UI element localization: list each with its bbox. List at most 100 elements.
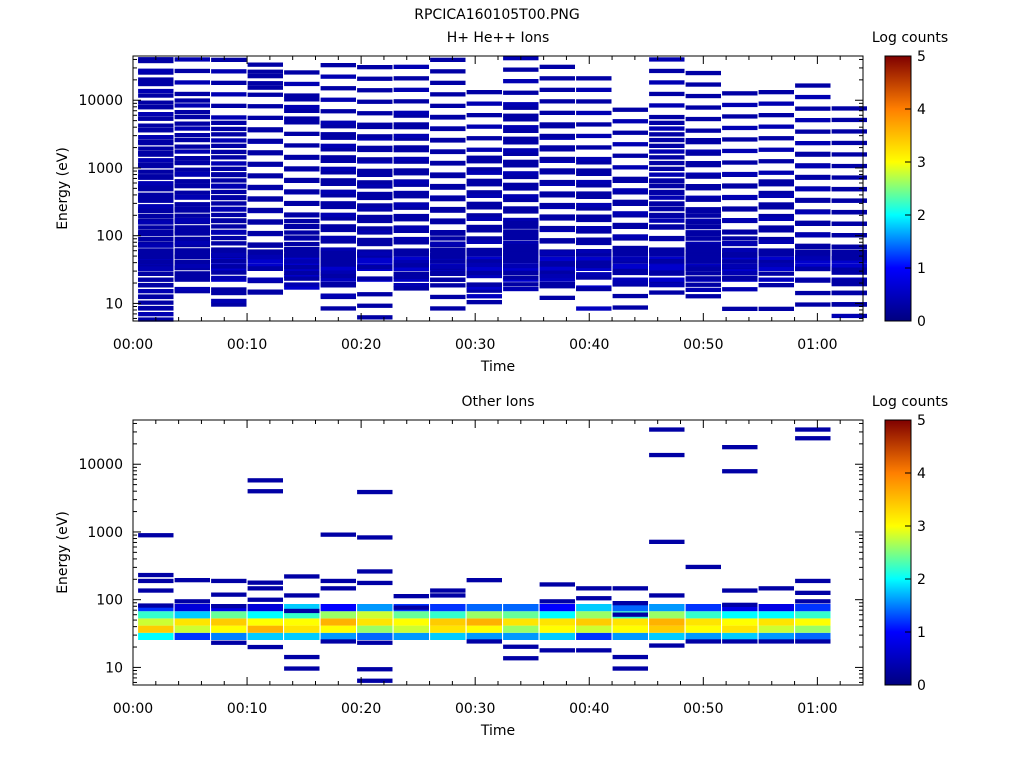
heatmap-cell [722,148,758,154]
heatmap-cell [466,193,502,198]
heatmap-cell [795,198,831,203]
heatmap-cell [722,625,758,633]
heatmap-cell [211,172,247,178]
y-tick-label-1000: 1000 [87,161,123,177]
heatmap-cell [138,213,174,219]
heatmap-cell [393,605,429,610]
heatmap-cell [466,300,502,305]
x-tick-label-00-00: 00:00 [113,337,153,353]
heatmap-cell [430,259,466,264]
heatmap-cell [503,644,539,649]
heatmap-cell [320,135,356,140]
heatmap-cell [466,282,502,287]
heatmap-cell [539,156,575,162]
colorbar [885,56,911,321]
colorbar-tick-label-4: 4 [917,102,926,118]
heatmap-cell [211,57,247,62]
heatmap-cell [357,182,393,187]
heatmap-cell [503,220,539,226]
heatmap-cell [612,632,648,640]
heatmap-cell [211,120,247,125]
heatmap-cell [284,143,320,148]
heatmap-cell [247,81,283,86]
heatmap-cell [503,611,539,619]
heatmap-cells [138,427,831,683]
x-tick-label-00-10: 00:10 [227,337,267,353]
heatmap-cell [576,206,612,211]
heatmap-cell [357,168,393,173]
heatmap-cell [284,131,320,136]
heatmap-cell [722,91,758,96]
heatmap-cell [539,225,575,231]
heatmap-cell [466,285,502,290]
heatmap-cell [247,478,283,483]
heatmap-cell [503,224,539,229]
heatmap-cell [430,247,466,253]
heatmap-cell [138,204,174,209]
y-tick-label-100: 100 [96,229,123,245]
heatmap-cell [174,160,210,166]
heatmap-cell [466,90,502,95]
heatmap-cell [576,596,612,601]
heatmap-cell [685,266,721,271]
heatmap-cell [685,232,721,237]
heatmap-cell [576,648,612,653]
heatmap-cell [138,611,174,619]
heatmap-cell [831,282,867,287]
heatmap-cell [503,255,539,260]
heatmap-cell [722,229,758,234]
heatmap-cell [685,151,721,156]
heatmap-cell [466,239,502,244]
heatmap-cell [430,618,466,626]
heatmap-cell [174,254,210,259]
heatmap-cell [576,256,612,264]
heatmap-cell [758,251,794,256]
heatmap-cell [576,87,612,92]
heatmap-cell [685,220,721,225]
heatmap-cell [612,586,648,591]
heatmap-cell [758,124,794,129]
heatmap-cell [758,179,794,184]
heatmap-cell [795,187,831,192]
heatmap-cell [393,225,429,231]
heatmap-cell [320,604,356,612]
heatmap-cell [138,533,174,538]
heatmap-cell [831,106,867,111]
heatmap-cell [503,102,539,107]
heatmap-cell [503,113,539,118]
heatmap-cell [430,264,466,269]
heatmap-cell [649,126,685,131]
heatmap-cell [211,161,247,166]
heatmap-cell [357,256,393,264]
heatmap-cell [503,174,539,180]
heatmap-cell [430,253,466,258]
heatmap-cell [284,574,320,579]
heatmap-cell [758,101,794,106]
heatmap-cell [247,254,283,260]
heatmap-cell [576,306,612,311]
heatmap-cell [284,189,320,194]
heatmap-cell [393,625,429,633]
heatmap-cell [430,115,466,120]
heatmap-cell [503,79,539,84]
y-tick-label-10000: 10000 [78,93,123,109]
heatmap-cell [284,285,320,290]
heatmap-cell [758,136,794,141]
heatmap-cell [357,88,393,93]
heatmap-cell [430,306,466,311]
heatmap-cell [357,191,393,197]
heatmap-cell [503,186,539,191]
heatmap-cell [503,182,539,187]
heatmap-cell [357,65,393,70]
heatmap-cell [284,177,320,183]
heatmap-cell [576,171,612,176]
heatmap-cell [649,593,685,598]
heatmap-cell [320,618,356,626]
heatmap-cell [503,136,539,141]
heatmap-cell [649,57,685,62]
y-axis-label: Energy (eV) [55,147,71,230]
heatmap-cell [357,315,393,320]
heatmap-cell [430,611,466,619]
heatmap-cell [685,174,721,179]
heatmap-cell [138,312,174,317]
